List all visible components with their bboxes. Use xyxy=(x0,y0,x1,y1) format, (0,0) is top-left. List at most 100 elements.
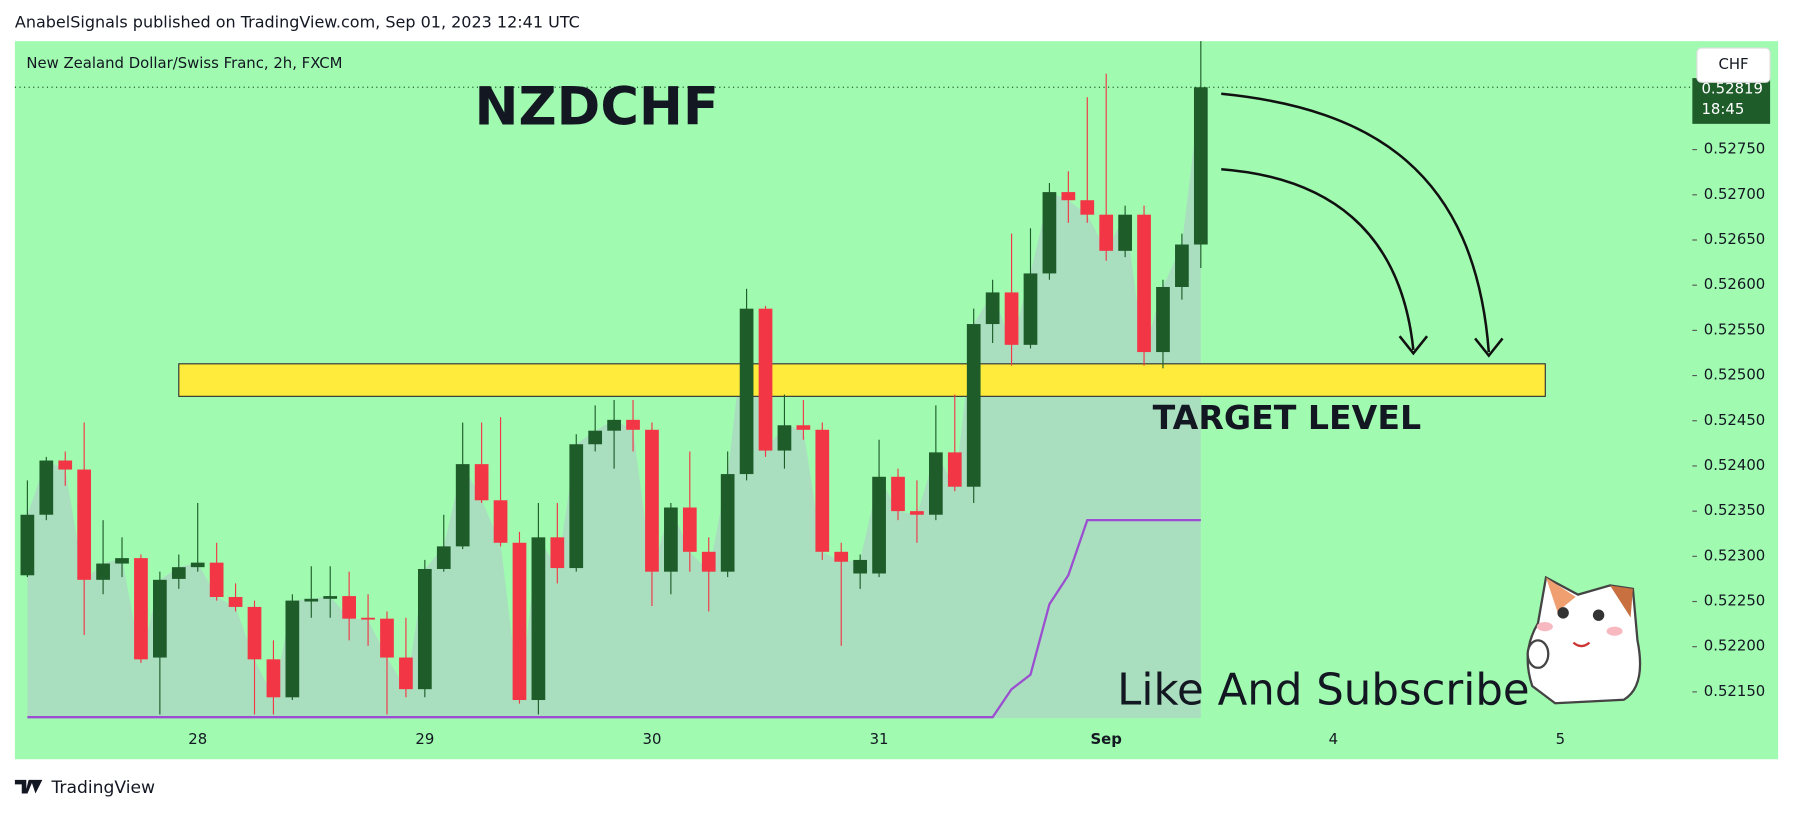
candle-body xyxy=(58,460,73,470)
candle-body xyxy=(966,324,981,487)
arrows xyxy=(1221,92,1504,358)
candle-body xyxy=(342,596,356,619)
candle-body xyxy=(891,476,905,512)
y-tick-label: 0.52150 xyxy=(1704,682,1765,700)
candle-body xyxy=(1080,200,1095,215)
x-tick-label: 5 xyxy=(1556,730,1565,748)
candle-body xyxy=(380,618,394,658)
y-tick-label: 0.52450 xyxy=(1704,411,1765,429)
arrow-head xyxy=(1398,335,1429,356)
candle-body xyxy=(304,598,319,602)
last-price-label: 0.52819 xyxy=(1701,80,1762,98)
candle-body xyxy=(682,507,697,552)
candle-body xyxy=(834,551,849,562)
candle-body xyxy=(512,542,527,701)
x-tick-label: Sep xyxy=(1090,730,1121,748)
marks: 0.52150 0.52200 0.52250 0.52300 0.52350 0.524… xyxy=(14,41,1765,748)
candle-body xyxy=(455,464,470,547)
indicator-line xyxy=(27,519,1201,719)
candle-body xyxy=(664,507,678,572)
candle-body xyxy=(531,537,546,701)
x-tick-label: 29 xyxy=(415,730,434,748)
currency[interactable]: CHF xyxy=(1718,55,1748,73)
candle-body xyxy=(1118,214,1132,251)
candle-body xyxy=(77,469,92,580)
footer: TradingView xyxy=(50,778,155,798)
arrow xyxy=(1221,167,1415,351)
y-tick-label: 0.52200 xyxy=(1704,637,1765,655)
candle-body xyxy=(607,419,621,431)
candle-body xyxy=(928,452,943,515)
candle-body xyxy=(1042,192,1057,274)
candle-body xyxy=(96,563,110,580)
candle-body xyxy=(20,514,35,576)
candle-body xyxy=(1061,192,1076,201)
symbol: New Zealand Dollar/Swiss Franc, 2h, FXCM xyxy=(26,54,342,72)
candle-body xyxy=(361,617,375,620)
y-tick-label: 0.52750 xyxy=(1704,140,1765,158)
y-tick-label: 0.52600 xyxy=(1704,275,1765,293)
candle-body xyxy=(872,476,886,574)
candle-body xyxy=(758,308,773,451)
candle-body xyxy=(228,596,243,607)
countdown: 18:45 xyxy=(1701,100,1744,118)
y-tick-label: 0.52300 xyxy=(1704,546,1765,564)
x-tick-label: 31 xyxy=(870,730,889,748)
y-tick-label: 0.52250 xyxy=(1704,592,1765,610)
annotation: TARGET LEVEL xyxy=(1153,398,1421,437)
candle-body xyxy=(266,659,281,698)
candle-body xyxy=(1004,292,1019,345)
candle-body xyxy=(209,562,224,597)
candle-body xyxy=(550,537,565,569)
candle-body xyxy=(1175,244,1189,287)
candle-body xyxy=(134,558,148,660)
candle-body xyxy=(1137,214,1151,353)
candle-body xyxy=(985,292,1000,325)
y-tick-label: 0.52650 xyxy=(1704,230,1765,248)
candle-body xyxy=(815,429,830,552)
target-zone xyxy=(178,363,1546,397)
candle-body xyxy=(115,558,129,564)
y-tick-label: 0.52400 xyxy=(1704,456,1765,474)
chart-title: NZDCHF xyxy=(475,76,719,137)
y-tick-label: 0.52350 xyxy=(1704,501,1765,519)
candle-body xyxy=(853,559,868,574)
logo xyxy=(14,779,43,794)
candle-body xyxy=(153,579,167,658)
candle-body xyxy=(1193,87,1208,245)
candle-body xyxy=(323,596,338,599)
annotation: Like And Subscribe xyxy=(1117,665,1529,715)
last-price-tag xyxy=(1692,78,1771,124)
candle-body xyxy=(739,308,754,475)
candle-body xyxy=(190,562,205,568)
close-area xyxy=(27,87,1201,719)
y-tick-label: 0.52500 xyxy=(1704,366,1765,384)
candle-body xyxy=(285,600,300,698)
candle-body xyxy=(588,430,603,445)
candle-body xyxy=(399,657,413,690)
candle-body xyxy=(436,546,451,569)
candle-body xyxy=(626,419,640,430)
candle-body xyxy=(1023,273,1038,345)
candle-body xyxy=(947,452,962,487)
x-tick-label: 28 xyxy=(188,730,207,748)
candle-body xyxy=(569,444,584,569)
candle-body xyxy=(701,551,716,572)
arrow-head xyxy=(1474,337,1504,358)
y-tick-label: 0.52550 xyxy=(1704,320,1765,338)
candle-body xyxy=(417,568,432,690)
header: AnabelSignals published on TradingView.c… xyxy=(15,12,580,31)
arrow xyxy=(1221,92,1491,353)
candle-body xyxy=(474,464,489,501)
currency-button[interactable] xyxy=(1696,47,1771,83)
candle-body xyxy=(645,429,659,572)
candle-body xyxy=(720,474,735,572)
x-tick-label: 4 xyxy=(1329,730,1338,748)
candle-body xyxy=(1099,214,1114,251)
candle-body xyxy=(1156,286,1170,353)
candle-body xyxy=(493,500,508,543)
candle-body xyxy=(910,511,924,515)
candle-body xyxy=(171,567,186,579)
